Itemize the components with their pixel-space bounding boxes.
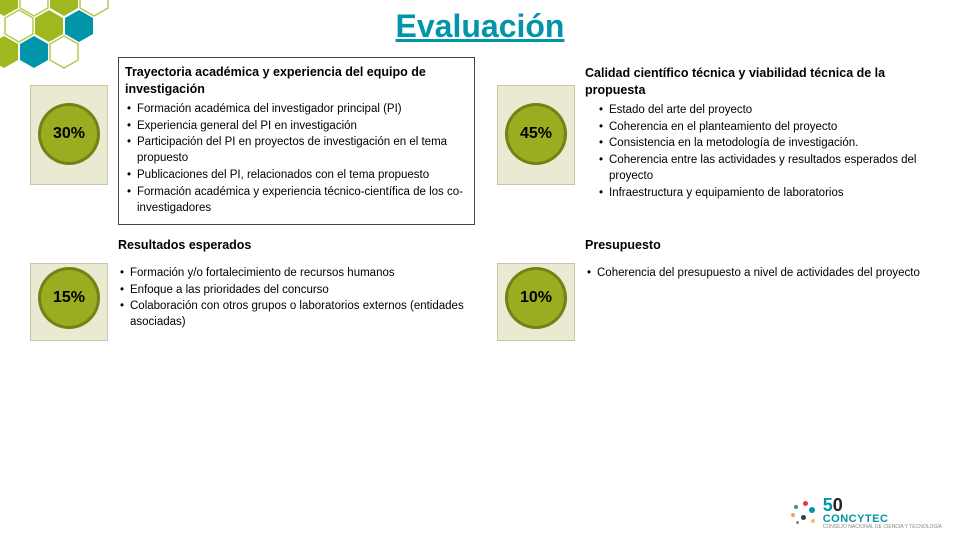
pct-circle-10: 10% — [505, 267, 567, 329]
pct-circle-30: 30% — [38, 103, 100, 165]
list-item: Coherencia del presupuesto a nivel de ac… — [587, 266, 942, 282]
block-heading: Presupuesto — [585, 235, 942, 254]
list-item: Colaboración con otros grupos o laborato… — [120, 299, 475, 331]
list-item: Experiencia general del PI en investigac… — [127, 119, 468, 135]
list-item: Infraestructura y equipamiento de labora… — [599, 186, 942, 202]
block-list: Formación académica del investigador pri… — [125, 102, 468, 217]
list-item: Enfoque a las prioridades del concurso — [120, 283, 475, 299]
pct-circle-45: 45% — [505, 103, 567, 165]
list-item: Formación académica del investigador pri… — [127, 102, 468, 118]
block-list: Formación y/o fortalecimiento de recurso… — [118, 266, 475, 331]
list-item: Formación y/o fortalecimiento de recurso… — [120, 266, 475, 282]
list-item: Consistencia en la metodología de invest… — [599, 136, 942, 152]
list-item: Formación académica y experiencia técnic… — [127, 185, 468, 217]
block-list: Coherencia del presupuesto a nivel de ac… — [585, 266, 942, 282]
criteria-block-10: 10% Presupuesto Coherencia del presupues… — [493, 235, 942, 355]
criteria-block-30: 30% Trayectoria académica y experiencia … — [26, 57, 475, 225]
block-heading: Resultados esperados — [118, 235, 475, 254]
concytec-logo: 50 CONCYTEC CONSEJO NACIONAL DE CIENCIA … — [791, 496, 942, 530]
block-outline: Trayectoria académica y experiencia del … — [118, 57, 475, 225]
block-heading: Calidad científico técnica y viabilidad … — [585, 57, 942, 99]
pct-circle-15: 15% — [38, 267, 100, 329]
logo-sub: CONSEJO NACIONAL DE CIENCIA Y TECNOLOGÍA — [823, 525, 942, 530]
list-item: Publicaciones del PI, relacionados con e… — [127, 168, 468, 184]
list-item: Coherencia entre las actividades y resul… — [599, 153, 942, 185]
list-item: Estado del arte del proyecto — [599, 103, 942, 119]
page-title: Evaluación — [0, 0, 960, 45]
block-heading: Trayectoria académica y experiencia del … — [125, 62, 468, 98]
criteria-block-45: 45% Calidad científico técnica y viabili… — [493, 57, 942, 225]
criteria-grid: 30% Trayectoria académica y experiencia … — [0, 57, 960, 355]
list-item: Coherencia en el planteamiento del proye… — [599, 120, 942, 136]
block-list: Estado del arte del proyecto Coherencia … — [585, 103, 942, 202]
criteria-block-15: 15% Resultados esperados Formación y/o f… — [26, 235, 475, 355]
list-item: Participación del PI en proyectos de inv… — [127, 135, 468, 167]
logo-50: 50 — [823, 496, 942, 514]
